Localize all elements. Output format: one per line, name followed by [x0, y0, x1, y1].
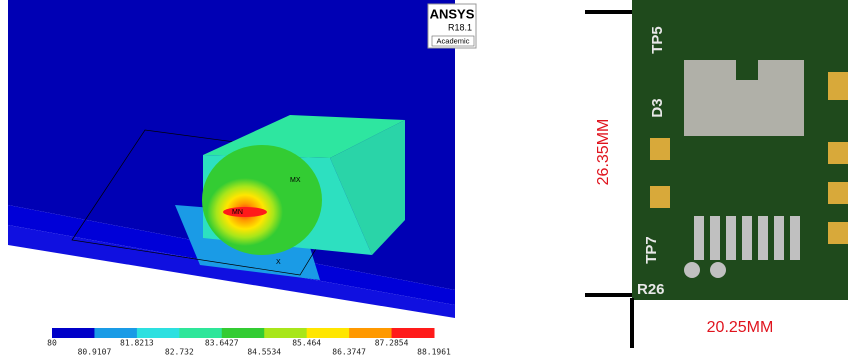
- colorbar-swatch: [137, 328, 180, 338]
- silkscreen: TP7: [643, 236, 660, 264]
- colorbar-swatch: [392, 328, 435, 338]
- colorbar-label: 82.732: [165, 348, 194, 357]
- silkscreen: D3: [649, 98, 666, 117]
- colorbar-swatch: [52, 328, 95, 338]
- colorbar-label: 81.8213: [120, 339, 154, 348]
- pin: [758, 216, 768, 260]
- colorbar-label: 88.1961: [417, 348, 451, 357]
- colorbar-swatch: [94, 328, 137, 338]
- pin: [710, 216, 720, 260]
- axis-label: X: [276, 259, 281, 266]
- pad: [650, 138, 670, 160]
- colorbar-label: 86.3747: [332, 348, 366, 357]
- width-label: 20.25MM: [707, 319, 774, 336]
- colorbar-swatch: [349, 328, 392, 338]
- shield-notch: [736, 60, 758, 80]
- colorbar-swatch: [264, 328, 307, 338]
- colorbar-swatch: [222, 328, 265, 338]
- max-label: MX: [290, 177, 301, 184]
- pad: [828, 182, 848, 204]
- pin: [726, 216, 736, 260]
- silkscreen: R26: [637, 281, 665, 298]
- colorbar-label: 83.6427: [205, 339, 239, 348]
- height-label: 26.35MM: [595, 119, 612, 186]
- pin: [742, 216, 752, 260]
- colorbar-label: 85.464: [292, 339, 321, 348]
- colorbar-label: 84.5534: [247, 348, 281, 357]
- photo-panel: TP5 D3 TP7 R26 26.35MM 20.25MM: [585, 0, 848, 348]
- figure: MX MN X ANSYS R18.1 Academic 80 80.9107 81…: [0, 0, 848, 358]
- pin: [694, 216, 704, 260]
- colorbar-label: 80: [47, 339, 57, 348]
- via: [710, 262, 726, 278]
- pad: [828, 222, 848, 244]
- simulation-panel: MX MN X ANSYS R18.1 Academic 80 80.9107 81…: [8, 0, 476, 357]
- license: Academic: [437, 36, 470, 45]
- hot-core: [223, 207, 267, 217]
- pad: [828, 142, 848, 164]
- pin: [790, 216, 800, 260]
- logo: ANSYS: [430, 6, 475, 21]
- colorbar-label: 87.2854: [375, 339, 409, 348]
- colorbar-swatch: [307, 328, 350, 338]
- colorbar-label: 80.9107: [78, 348, 112, 357]
- min-label: MN: [232, 209, 243, 216]
- version: R18.1: [448, 22, 472, 32]
- colorbar-swatch: [179, 328, 222, 338]
- pad: [828, 72, 848, 100]
- pad: [650, 186, 670, 208]
- pin: [774, 216, 784, 260]
- silkscreen: TP5: [649, 26, 666, 54]
- colorbar: 80 80.9107 81.8213 82.732 83.6427 84.5534 85.4…: [47, 328, 451, 357]
- via: [684, 262, 700, 278]
